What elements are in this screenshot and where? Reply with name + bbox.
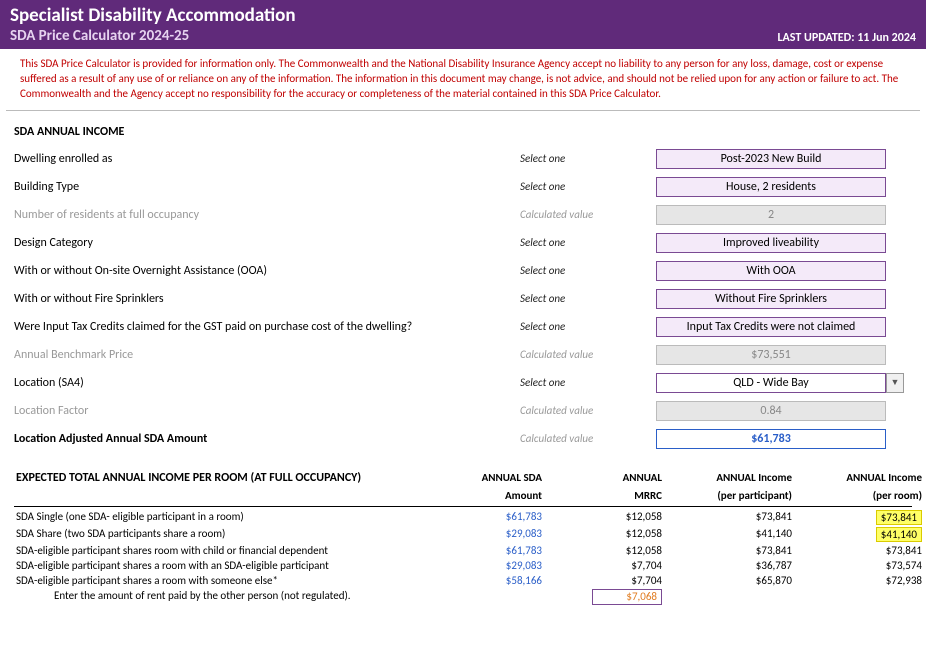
row-mrrc: $12,058 [544,526,664,543]
row-label: SDA Single (one SDA- eligible participan… [14,509,424,526]
row-per-room: $73,841 [794,509,924,526]
row-design-category: Design Category Select one Improved live… [0,231,926,259]
row-ooa: With or without On-site Overnight Assist… [0,259,926,287]
row-location: Location (SA4) Select one QLD - Wide Bay… [0,371,926,399]
page-title: Specialist Disability Accommodation [10,4,916,27]
row-sda: $61,783 [424,543,544,558]
select-ooa[interactable]: With OOA [656,261,886,281]
row-per-participant: $73,841 [664,543,794,558]
row-per-participant: $73,841 [664,509,794,526]
row-label: SDA-eligible participant shares room wit… [14,543,424,558]
select-gst[interactable]: Input Tax Credits were not claimed [656,317,886,337]
row-dwelling: Dwelling enrolled as Select one Post-202… [0,147,926,175]
row-sda: $61,783 [424,509,544,526]
th-perroom-a: ANNUAL Income [794,469,924,487]
label-fire: With or without Fire Sprinklers [14,292,514,306]
row-building-type: Building Type Select one House, 2 reside… [0,175,926,203]
th-perroom-b: (per room) [794,487,924,504]
row-per-room: $41,140 [794,526,924,543]
row-adjusted: Location Adjusted Annual SDA Amount Calc… [0,427,926,455]
table-row: SDA Single (one SDA- eligible participan… [14,509,912,526]
row-fire: With or without Fire Sprinklers Select o… [0,287,926,315]
th-mrrc-a: ANNUAL [544,469,664,487]
th-sda-a: ANNUAL SDA [424,469,544,487]
row-per-room: $73,574 [794,558,924,573]
select-location[interactable]: QLD - Wide Bay [656,373,886,393]
label-gst: Were Input Tax Credits claimed for the G… [14,320,514,334]
row-mrrc: $12,058 [544,543,664,558]
income-table: EXPECTED TOTAL ANNUAL INCOME PER ROOM (A… [0,455,926,606]
row-label: SDA Share (two SDA participants share a … [14,526,424,543]
row-mrrc: $12,058 [544,509,664,526]
table-row: SDA-eligible participant shares a room w… [14,558,912,573]
row-mrrc: $7,704 [544,558,664,573]
label-residents: Number of residents at full occupancy [14,208,514,222]
section-annual-income-title: SDA ANNUAL INCOME [0,119,926,147]
hint-calc: Calculated value [520,348,650,361]
table-row: SDA Share (two SDA participants share a … [14,526,912,543]
row-mrrc: $7,704 [544,573,664,588]
label-benchmark: Annual Benchmark Price [14,348,514,362]
label-adjusted: Location Adjusted Annual SDA Amount [14,432,514,446]
row-sda: $29,083 [424,526,544,543]
label-dwelling: Dwelling enrolled as [14,152,514,166]
th-perpart-a: ANNUAL Income [664,469,794,487]
hint-select: Select one [520,376,650,389]
row-label: SDA-eligible participant shares a room w… [14,558,424,573]
th-mrrc-b: MRRC [544,487,664,504]
label-location: Location (SA4) [14,376,514,390]
rent-input[interactable]: $7,068 [592,589,662,605]
select-dwelling[interactable]: Post-2023 New Build [656,149,886,169]
row-per-participant: $36,787 [664,558,794,573]
value-benchmark: $73,551 [656,345,886,365]
select-building-type[interactable]: House, 2 residents [656,177,886,197]
last-updated: LAST UPDATED: 11 Jun 2024 [777,31,916,45]
label-building-type: Building Type [14,180,514,194]
table-title: EXPECTED TOTAL ANNUAL INCOME PER ROOM (A… [14,469,424,487]
hint-calc: Calculated value [520,208,650,221]
value-residents: 2 [656,205,886,225]
row-per-room: $72,938 [794,573,924,588]
value-adjusted: $61,783 [656,429,886,449]
row-gst: Were Input Tax Credits claimed for the G… [0,315,926,343]
dropdown-arrow-icon[interactable]: ▼ [886,373,904,393]
row-location-factor: Location Factor Calculated value 0.84 [0,399,926,427]
hint-select: Select one [520,180,650,193]
label-location-factor: Location Factor [14,404,514,418]
th-perpart-b: (per participant) [664,487,794,504]
row-label: SDA-eligible participant shares a room w… [14,573,424,588]
th-sda-b: Amount [424,487,544,504]
rent-note: Enter the amount of rent paid by the oth… [14,588,424,606]
select-fire[interactable]: Without Fire Sprinklers [656,289,886,309]
row-per-participant: $65,870 [664,573,794,588]
hint-select: Select one [520,320,650,333]
hint-select: Select one [520,292,650,305]
label-ooa: With or without On-site Overnight Assist… [14,264,514,278]
header-bar: Specialist Disability Accommodation SDA … [0,0,926,49]
hint-calc: Calculated value [520,404,650,417]
row-per-participant: $41,140 [664,526,794,543]
row-sda: $29,083 [424,558,544,573]
hint-select: Select one [520,236,650,249]
row-benchmark: Annual Benchmark Price Calculated value … [0,343,926,371]
hint-select: Select one [520,152,650,165]
row-per-room: $73,841 [794,543,924,558]
row-sda: $58,166 [424,573,544,588]
hint-select: Select one [520,264,650,277]
label-design-category: Design Category [14,236,514,250]
value-location-factor: 0.84 [656,401,886,421]
hint-calc: Calculated value [520,432,650,445]
table-row: SDA-eligible participant shares a room w… [14,573,912,588]
select-design-category[interactable]: Improved liveability [656,233,886,253]
row-residents: Number of residents at full occupancy Ca… [0,203,926,231]
disclaimer-text: This SDA Price Calculator is provided fo… [6,49,920,111]
table-row: SDA-eligible participant shares room wit… [14,543,912,558]
